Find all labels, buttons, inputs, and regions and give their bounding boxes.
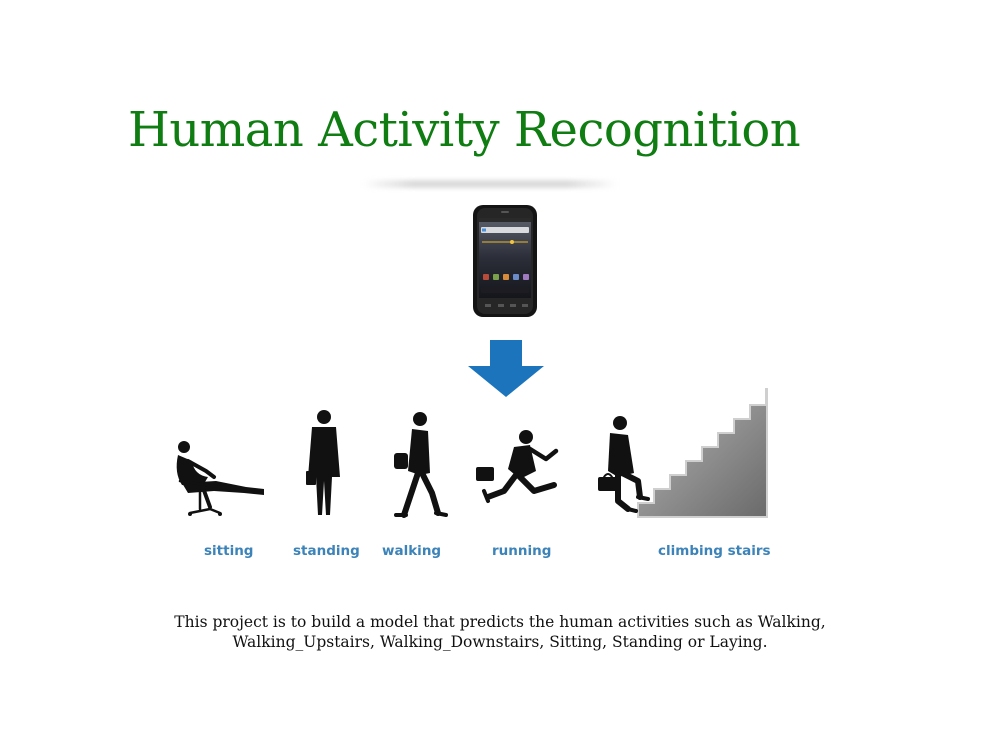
sitting-silhouette — [176, 441, 264, 516]
arrow-down-icon — [468, 340, 544, 397]
walking-silhouette — [394, 412, 448, 518]
label-climbing-stairs: climbing stairs — [658, 543, 771, 559]
page-title: Human Activity Recognition — [128, 102, 801, 158]
description-line-2: Walking_Upstairs, Walking_Downstairs, Si… — [232, 633, 768, 651]
running-silhouette — [476, 430, 559, 503]
label-standing: standing — [293, 543, 360, 559]
description-line-1: This project is to build a model that pr… — [174, 613, 826, 631]
stairs-graphic — [637, 388, 768, 518]
standing-silhouette — [306, 410, 340, 515]
project-description: This project is to build a model that pr… — [0, 612, 1000, 652]
activity-illustration — [176, 388, 768, 518]
label-sitting: sitting — [204, 543, 254, 559]
smartphone-icon — [473, 205, 537, 317]
decorative-smudge — [362, 180, 618, 188]
label-running: running — [492, 543, 552, 559]
climbing-silhouette — [598, 416, 650, 513]
label-walking: walking — [382, 543, 442, 559]
